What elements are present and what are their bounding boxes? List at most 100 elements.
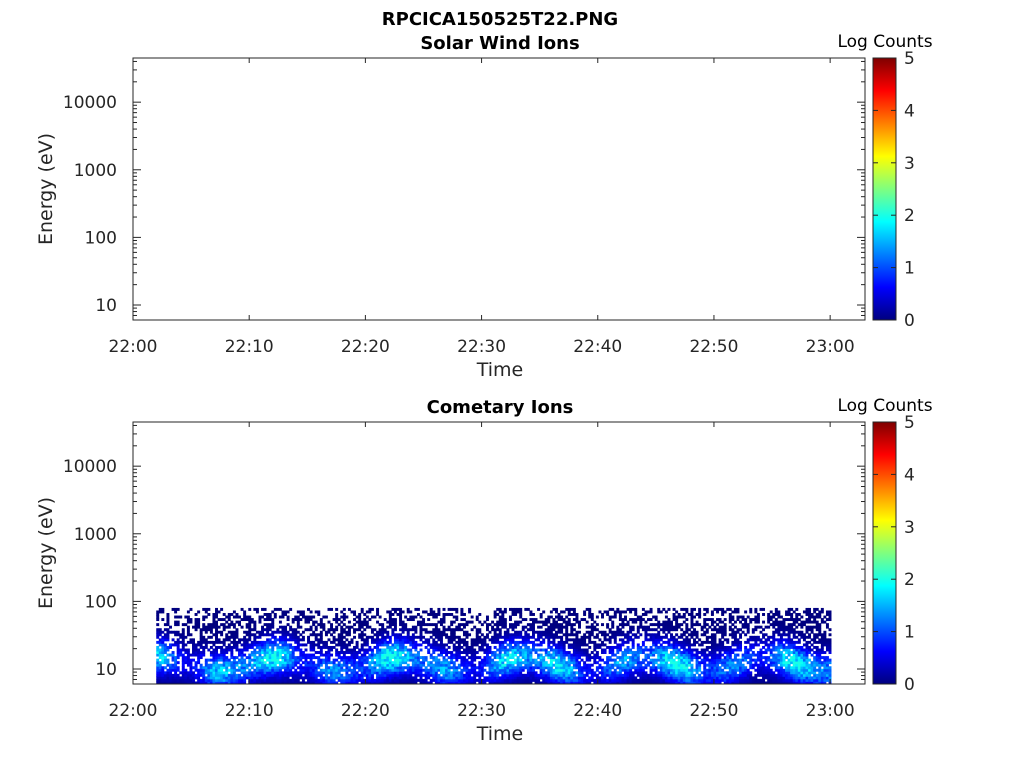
heatmap-cell [317,640,321,644]
heatmap-cell [266,666,270,670]
heatmap-cell [575,658,579,662]
heatmap-cell [565,676,569,680]
heatmap-cell [340,648,344,652]
heatmap-cell [462,678,466,682]
heatmap-cell [634,633,638,637]
heatmap-cell [266,676,270,680]
heatmap-cell [437,653,441,657]
heatmap-cell [330,628,334,632]
heatmap-cell [365,681,369,684]
heatmap-cell [585,653,589,657]
heatmap-cell [649,651,653,654]
heatmap-cell [409,671,413,675]
heatmap-cell [399,678,403,682]
heatmap-cell [439,651,443,654]
heatmap-cell [324,676,328,680]
heatmap-cell [659,635,663,639]
heatmap-cell [232,635,236,639]
heatmap-cell [721,663,725,667]
heatmap-cell [746,681,750,684]
heatmap-cell [419,638,423,642]
heatmap-cell [677,656,681,660]
heatmap-cell [508,645,512,649]
heatmap-cell [291,656,295,660]
heatmap-cell [324,630,328,634]
heatmap-cell [465,635,469,639]
heatmap-cell [406,671,410,675]
heatmap-cell [565,625,569,629]
heatmap-cell [624,618,627,622]
heatmap-cell [432,663,436,667]
heatmap-cell [258,668,262,672]
heatmap-cell [386,666,390,670]
heatmap-cell [731,630,735,634]
heatmap-cell [455,681,459,684]
heatmap-cell [534,676,538,680]
heatmap-cell [626,661,630,665]
heatmap-cell [501,656,505,660]
heatmap-cell [601,673,604,677]
heatmap-cell [261,676,264,680]
heatmap-cell [261,678,264,682]
heatmap-cell [355,656,359,660]
heatmap-cell [578,671,581,675]
heatmap-cell [491,673,495,677]
heatmap-cell [378,628,382,632]
heatmap-cell [358,663,362,667]
heatmap-cell [296,630,300,634]
heatmap-cell [276,653,280,657]
heatmap-cell [347,668,351,672]
heatmap-cell [194,676,198,680]
heatmap-cell [174,676,178,680]
heatmap-cell [756,656,760,660]
heatmap-cell [716,618,719,622]
heatmap-cell [399,618,403,622]
heatmap-cell [353,645,357,649]
heatmap-cell [516,668,520,672]
heatmap-cell [422,668,426,672]
heatmap-cell [508,615,512,619]
heatmap-cell [713,640,717,644]
heatmap-cell [332,635,336,639]
heatmap-cell [268,643,272,647]
heatmap-cell [457,645,461,649]
heatmap-cell [532,678,535,682]
heatmap-cell [677,678,681,682]
heatmap-cell [526,668,530,672]
heatmap-cell [388,678,392,682]
heatmap-cell [503,681,507,684]
heatmap-cell [358,625,362,629]
heatmap-cell [255,658,259,662]
heatmap-cell [567,633,571,637]
heatmap-cell [659,668,663,672]
heatmap-cell [713,681,717,684]
heatmap-cell [718,645,722,649]
heatmap-cell [590,623,594,627]
heatmap-cell [217,671,221,675]
heatmap-cell [460,645,464,649]
heatmap-cell [301,610,305,614]
heatmap-cell [174,656,178,660]
heatmap-cell [401,661,405,665]
heatmap-cell [519,610,523,614]
heatmap-cell [189,658,193,662]
heatmap-cell [240,648,244,652]
heatmap-cell [583,651,587,654]
heatmap-cell [286,661,290,665]
heatmap-cell [245,671,249,675]
heatmap-cell [649,661,653,665]
heatmap-cell [204,625,208,629]
heatmap-cell [521,640,525,644]
heatmap-cell [462,676,466,680]
heatmap-cell [171,658,175,662]
heatmap-cell [529,673,533,677]
heatmap-cell [503,610,507,614]
heatmap-cell [588,653,592,657]
heatmap-cell [434,640,438,644]
heatmap-cell [209,678,213,682]
heatmap-cell [324,653,328,657]
heatmap-cell [590,615,594,619]
heatmap-cell [169,653,172,657]
heatmap-cell [243,645,247,649]
heatmap-cell [163,658,167,662]
